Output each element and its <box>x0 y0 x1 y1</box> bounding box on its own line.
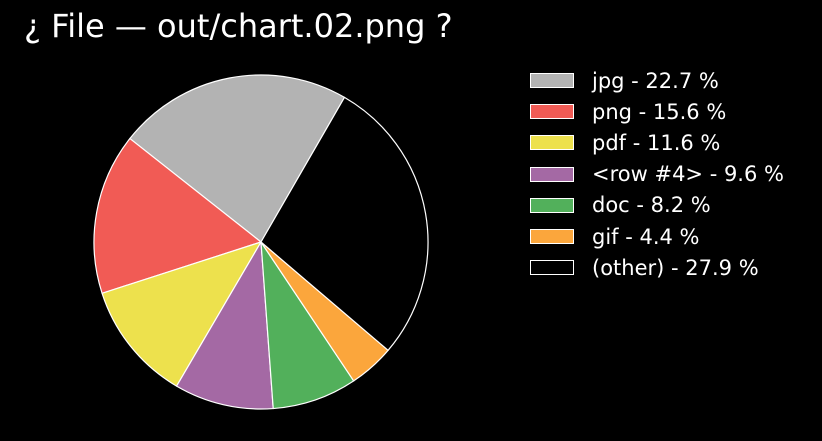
legend-item-row-4: <row #4> - 9.6 % <box>530 159 784 190</box>
legend-swatch <box>530 166 574 182</box>
legend-label: png - 15.6 % <box>592 99 727 124</box>
legend-label: (other) - 27.9 % <box>592 255 759 280</box>
pie-slice-row-4 <box>175 241 274 410</box>
legend-item-other: (other) - 27.9 % <box>530 252 784 283</box>
legend-swatch <box>530 104 574 120</box>
legend-item-pdf: pdf - 11.6 % <box>530 127 784 158</box>
legend-label: gif - 4.4 % <box>592 224 700 249</box>
legend-swatch <box>530 229 574 245</box>
legend-swatch <box>530 73 574 89</box>
pie-slice-png <box>93 137 262 294</box>
pie-slice-pdf <box>101 241 262 387</box>
legend-swatch <box>530 135 574 151</box>
pie-slices <box>93 74 429 410</box>
legend-item-gif: gif - 4.4 % <box>530 221 784 252</box>
legend-item-jpg: jpg - 22.7 % <box>530 65 784 96</box>
legend-item-png: png - 15.6 % <box>530 96 784 127</box>
legend-label: pdf - 11.6 % <box>592 130 721 155</box>
legend-label: doc - 8.2 % <box>592 193 711 218</box>
legend-label: <row #4> - 9.6 % <box>592 162 784 187</box>
legend-swatch <box>530 260 574 276</box>
pie-slice-other <box>260 96 429 351</box>
legend-label: jpg - 22.7 % <box>592 68 719 93</box>
pie-slice-jpg <box>129 74 346 243</box>
legend: jpg - 22.7 % png - 15.6 % pdf - 11.6 % <row… <box>530 65 784 283</box>
legend-swatch <box>530 197 574 213</box>
legend-item-doc: doc - 8.2 % <box>530 190 784 221</box>
chart-title: ¿ File — out/chart.02.png ? <box>24 7 453 45</box>
